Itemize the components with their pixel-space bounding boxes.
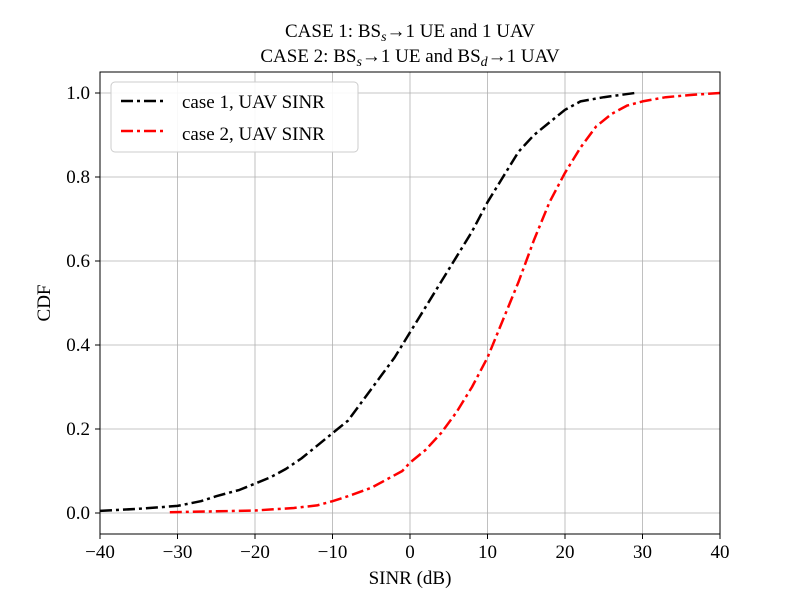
title2-middle: →1 UE and BS <box>362 46 481 67</box>
series-lines <box>99 91 721 514</box>
title1-prefix: CASE 1: BS <box>285 21 381 42</box>
x-axis-ticks: −40 −30 −20 −10 0 10 20 30 40 <box>85 534 730 563</box>
y-tick-label: 0.8 <box>66 167 90 188</box>
x-tick-label: 30 <box>633 542 652 563</box>
x-tick-label: −30 <box>163 542 193 563</box>
y-tick-label: 0.0 <box>66 503 90 524</box>
legend-label-case-1: case 1, UAV SINR <box>182 92 325 113</box>
chart-title-line-1: CASE 1: BSs→1 UE and 1 UAV <box>285 21 535 45</box>
legend: case 1, UAV SINR case 2, UAV SINR <box>110 81 359 153</box>
x-axis-label: SINR (dB) <box>369 568 452 589</box>
title2-subscript-2: d <box>481 55 489 70</box>
title2-suffix: →1 UAV <box>488 46 560 67</box>
y-tick-label: 0.4 <box>66 335 90 356</box>
title2-subscript-1: s <box>356 55 362 70</box>
x-tick-label: −40 <box>85 542 115 563</box>
x-tick-label: −10 <box>318 542 348 563</box>
x-tick-label: −20 <box>240 542 270 563</box>
series-line-case-2 <box>169 91 721 514</box>
legend-box <box>110 81 359 153</box>
title2-prefix: CASE 2: BS <box>260 46 356 67</box>
y-tick-label: 0.6 <box>66 251 90 272</box>
x-tick-label: 0 <box>405 542 415 563</box>
chart-title-line-2: CASE 2: BSs→1 UE and BSd→1 UAV <box>260 46 560 70</box>
grid-lines <box>99 72 721 534</box>
title1-suffix: →1 UE and 1 UAV <box>387 21 536 42</box>
x-tick-label: 10 <box>478 542 497 563</box>
y-tick-label: 0.2 <box>66 419 90 440</box>
title1-subscript: s <box>381 30 387 45</box>
y-axis-label: CDF <box>34 285 55 322</box>
x-tick-label: 40 <box>711 542 730 563</box>
y-tick-label: 1.0 <box>66 83 90 104</box>
legend-label-case-2: case 2, UAV SINR <box>182 124 325 145</box>
x-tick-label: 20 <box>556 542 575 563</box>
series-line-case-1 <box>99 91 635 513</box>
y-axis-ticks: 0.0 0.2 0.4 0.6 0.8 1.0 <box>66 83 100 524</box>
